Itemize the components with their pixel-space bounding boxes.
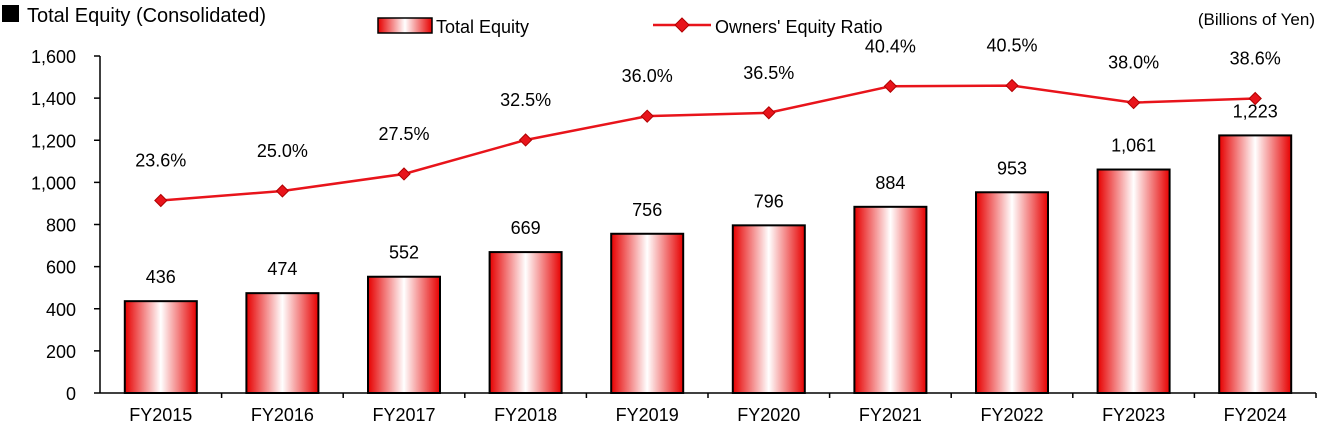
x-tick-label: FY2023 xyxy=(1102,405,1165,425)
bar xyxy=(488,251,563,394)
legend-label-equity-ratio: Owners' Equity Ratio xyxy=(715,17,883,37)
ratio-point xyxy=(1126,95,1141,110)
ratio-value-label: 32.5% xyxy=(500,90,551,110)
bar xyxy=(853,205,928,394)
ratio-value-label: 40.5% xyxy=(986,36,1037,56)
x-tick-label: FY2021 xyxy=(859,405,922,425)
x-tick-label: FY2018 xyxy=(494,405,557,425)
x-tick-label: FY2024 xyxy=(1224,405,1287,425)
bar-value-label: 953 xyxy=(997,158,1027,178)
ratio-point xyxy=(1005,78,1019,93)
bar-value-label: 436 xyxy=(146,267,176,287)
ratio-point xyxy=(154,193,168,208)
legend: Total Equity Owners' Equity Ratio xyxy=(377,17,883,37)
ratio-point xyxy=(275,184,290,198)
ratio-value-label: 25.0% xyxy=(257,141,308,161)
chart-title: Total Equity (Consolidated) xyxy=(27,5,266,27)
x-tick-label: FY2019 xyxy=(616,405,679,425)
bar-value-label: 474 xyxy=(267,259,297,279)
y-tick-label: 0 xyxy=(66,384,76,404)
x-tick-label: FY2015 xyxy=(129,405,192,425)
legend-diamond-icon xyxy=(674,17,690,33)
bar-value-label: 796 xyxy=(754,191,784,211)
legend-label-total-equity: Total Equity xyxy=(436,17,529,37)
bar xyxy=(975,191,1049,394)
y-tick-label: 1,400 xyxy=(31,89,76,109)
y-tick-label: 1,200 xyxy=(31,131,76,151)
y-tick-label: 1,000 xyxy=(31,173,76,193)
ratio-value-label: 36.0% xyxy=(622,66,673,86)
bar xyxy=(1096,168,1171,394)
title-square-icon xyxy=(2,5,19,22)
y-tick-label: 600 xyxy=(46,258,76,278)
bar-value-labels: 436 474 552 669 756 796 884 953 1,061 1,223 xyxy=(146,101,1278,287)
bar xyxy=(245,292,320,395)
ratio-point xyxy=(640,109,654,123)
bar xyxy=(1218,134,1293,394)
ratio-value-label: 38.0% xyxy=(1108,53,1159,73)
ratio-value-label: 40.4% xyxy=(865,36,916,56)
ratio-value-label: 36.5% xyxy=(743,63,794,83)
bar-value-label: 669 xyxy=(511,218,541,238)
bar-value-label: 1,223 xyxy=(1233,101,1278,121)
ratio-point xyxy=(1248,91,1262,106)
x-axis-tick-labels: FY2015 FY2016 FY2017 FY2018 FY2019 FY2020 FY20… xyxy=(129,393,1317,425)
ratio-point xyxy=(397,167,411,181)
ratio-point xyxy=(883,79,898,93)
ratio-value-label: 27.5% xyxy=(378,124,429,144)
ratio-value-label: 38.6% xyxy=(1230,49,1281,69)
y-tick-label: 1,600 xyxy=(31,47,76,67)
x-tick-label: FY2016 xyxy=(251,405,314,425)
ratio-line-series xyxy=(154,78,1262,208)
unit-note: (Billions of Yen) xyxy=(1198,10,1315,29)
bar-value-label: 1,061 xyxy=(1111,136,1156,156)
bar xyxy=(123,300,198,395)
ratio-value-label: 23.6% xyxy=(135,151,186,171)
bar-value-label: 756 xyxy=(632,200,662,220)
y-tick-label: 400 xyxy=(46,300,76,320)
y-axis-ticks: 0 200 400 600 800 1,000 1,200 1,400 1,600 xyxy=(31,47,100,404)
x-tick-label: FY2017 xyxy=(372,405,435,425)
x-tick-label: FY2020 xyxy=(737,405,800,425)
x-tick-label: FY2022 xyxy=(980,405,1043,425)
y-tick-label: 200 xyxy=(46,342,76,362)
ratio-line xyxy=(160,84,1256,202)
ratio-point xyxy=(762,106,776,120)
bar xyxy=(731,224,806,394)
legend-bar-swatch xyxy=(377,17,433,34)
y-tick-label: 800 xyxy=(46,216,76,236)
bar xyxy=(367,275,441,394)
ratio-point xyxy=(518,133,533,147)
bar-value-label: 552 xyxy=(389,243,419,263)
bar-value-label: 884 xyxy=(875,173,905,193)
bar xyxy=(610,232,685,394)
bars xyxy=(123,134,1293,395)
ratio-value-labels: 23.6% 25.0% 27.5% 32.5% 36.0% 36.5% 40.4% 40.5%… xyxy=(135,36,1280,171)
